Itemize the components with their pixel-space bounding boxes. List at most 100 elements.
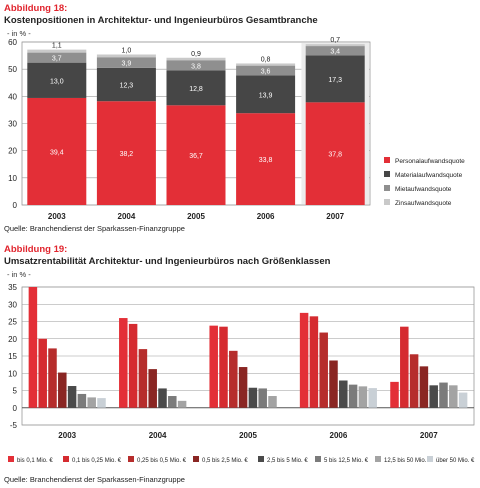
data-label: 13,9: [259, 92, 273, 99]
bar-segment: [27, 52, 87, 63]
data-label: 36,7: [189, 153, 203, 160]
data-label: 3,8: [191, 63, 201, 70]
bar-segment: [236, 63, 296, 66]
legend-swatch: [427, 456, 433, 462]
x-tick-label: 2003: [58, 431, 76, 440]
legend-label: 5 bis 12,5 Mio. €: [324, 458, 369, 464]
bar: [48, 348, 57, 408]
bar-segment: [166, 60, 226, 71]
x-tick-label: 2004: [149, 431, 167, 440]
data-label: 38,2: [120, 151, 134, 158]
y-tick-label: 5: [13, 387, 18, 396]
x-tick-label: 2004: [118, 212, 136, 221]
data-label: 1,0: [122, 47, 132, 54]
bar: [368, 388, 377, 408]
bar: [209, 325, 218, 408]
bar-segment: [27, 97, 87, 205]
figure-18: Abbildung 18: Kostenpositionen in Archit…: [0, 0, 480, 240]
x-tick-label: 2005: [239, 431, 257, 440]
bar: [77, 393, 87, 408]
grouped-bar-chart: -5 0 5 10 15 20 25 30 35 2003 2004 2005 2006 2007 bis …: [8, 283, 475, 464]
bar: [439, 382, 448, 408]
bar: [299, 312, 309, 408]
bar-segment: [305, 102, 365, 205]
bar-segment: [305, 46, 365, 56]
y-tick-label: 50: [8, 65, 17, 74]
legend-label: Personalaufwandsquote: [395, 158, 465, 165]
data-label: 0,8: [261, 56, 271, 63]
legend-label: 0,1 bis 0,25 Mio. €: [72, 458, 122, 464]
bar-segment: [305, 55, 365, 103]
legend-swatch: [8, 456, 14, 462]
bar: [67, 386, 77, 408]
legend-label: bis 0,1 Mio. €: [17, 458, 53, 464]
x-tick-label: 2005: [187, 212, 205, 221]
data-label: 33,8: [259, 157, 273, 164]
legend-label: Mietaufwandsquote: [395, 186, 452, 193]
y-tick-label: 40: [8, 92, 17, 101]
bar: [429, 385, 438, 408]
legend-swatch: [384, 171, 390, 177]
legend-label: 12,5 bis 50 Mio. €: [384, 458, 432, 464]
bar: [128, 323, 138, 408]
bar-segment: [166, 57, 226, 61]
x-tick-label: 2003: [48, 212, 66, 221]
data-label: 0,9: [191, 51, 201, 58]
bar: [458, 392, 468, 408]
unit-label: - in % -: [7, 29, 31, 38]
y-tick-label: 10: [8, 369, 17, 378]
y-tick-label: 15: [8, 352, 17, 361]
bar-segment: [96, 54, 156, 58]
legend-swatch: [128, 456, 134, 462]
y-tick-label: 60: [8, 38, 17, 47]
bar: [58, 372, 67, 408]
bar: [229, 350, 238, 408]
bar: [319, 332, 328, 408]
x-tick-label: 2007: [326, 212, 344, 221]
bar-segment: [27, 62, 87, 98]
data-label: 17,3: [328, 77, 342, 84]
legend-swatch: [384, 199, 390, 205]
bar: [28, 287, 38, 408]
legend-label: 2,5 bis 5 Mio. €: [267, 458, 308, 464]
y-tick-label: 20: [8, 147, 17, 156]
bar: [97, 398, 106, 408]
bar: [329, 360, 338, 408]
y-tick-label: 0: [13, 201, 18, 210]
bar: [268, 396, 277, 408]
bar-segment: [96, 101, 156, 205]
y-tick-label: 30: [8, 120, 17, 129]
x-tick-label: 2007: [420, 431, 438, 440]
figure-title: Kostenpositionen in Architektur- und Ing…: [4, 15, 318, 26]
data-label: 3,6: [261, 69, 271, 76]
data-label: 13,0: [50, 78, 64, 85]
bar-segment: [27, 49, 87, 53]
source-note: Quelle: Branchendienst der Sparkassen-Fi…: [4, 224, 185, 233]
legend-label: über 50 Mio. €: [436, 458, 475, 464]
bar: [248, 387, 258, 408]
data-label: 37,8: [328, 152, 342, 159]
bar: [358, 386, 368, 408]
data-label: 3,7: [52, 56, 62, 63]
bar: [158, 388, 167, 408]
bar: [258, 388, 267, 408]
legend-swatch: [384, 157, 390, 163]
legend-label: Materialaufwandsquote: [395, 172, 463, 179]
legend-label: 0,5 bis 2,5 Mio. €: [202, 458, 248, 464]
figure-19: Abbildung 19: Umsatzrentabilität Archite…: [0, 244, 480, 488]
bar: [219, 326, 228, 408]
legend-swatch: [315, 456, 321, 462]
bar: [168, 396, 177, 408]
x-tick-label: 2006: [330, 431, 348, 440]
bar: [309, 316, 319, 408]
bar-segment: [166, 105, 226, 205]
data-label: 3,4: [330, 49, 340, 56]
legend-swatch: [375, 456, 381, 462]
legend-swatch: [63, 456, 69, 462]
data-label: 12,8: [189, 86, 203, 93]
legend-swatch: [193, 456, 199, 462]
bar: [138, 349, 148, 408]
bar-segment: [166, 70, 226, 106]
y-tick-label: 30: [8, 300, 17, 309]
bar: [348, 384, 358, 408]
